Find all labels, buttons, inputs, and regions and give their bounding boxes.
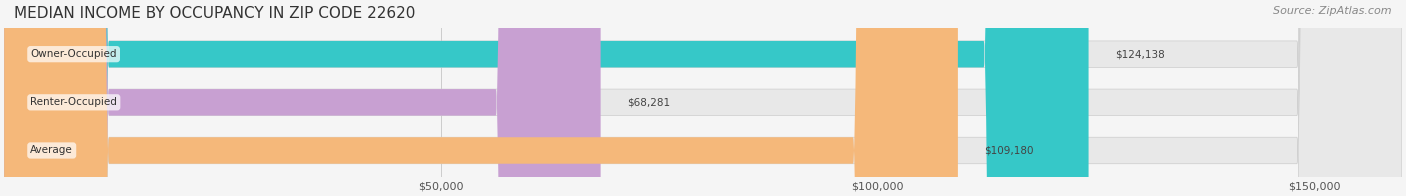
FancyBboxPatch shape	[4, 0, 1402, 196]
FancyBboxPatch shape	[4, 0, 1402, 196]
FancyBboxPatch shape	[4, 0, 600, 196]
Text: MEDIAN INCOME BY OCCUPANCY IN ZIP CODE 22620: MEDIAN INCOME BY OCCUPANCY IN ZIP CODE 2…	[14, 6, 415, 21]
Text: Renter-Occupied: Renter-Occupied	[31, 97, 117, 107]
Text: $68,281: $68,281	[627, 97, 671, 107]
FancyBboxPatch shape	[4, 0, 957, 196]
Text: $124,138: $124,138	[1115, 49, 1164, 59]
Text: Source: ZipAtlas.com: Source: ZipAtlas.com	[1274, 6, 1392, 16]
FancyBboxPatch shape	[4, 0, 1088, 196]
Text: $109,180: $109,180	[984, 145, 1033, 155]
Text: Owner-Occupied: Owner-Occupied	[31, 49, 117, 59]
Text: Average: Average	[31, 145, 73, 155]
FancyBboxPatch shape	[4, 0, 1402, 196]
